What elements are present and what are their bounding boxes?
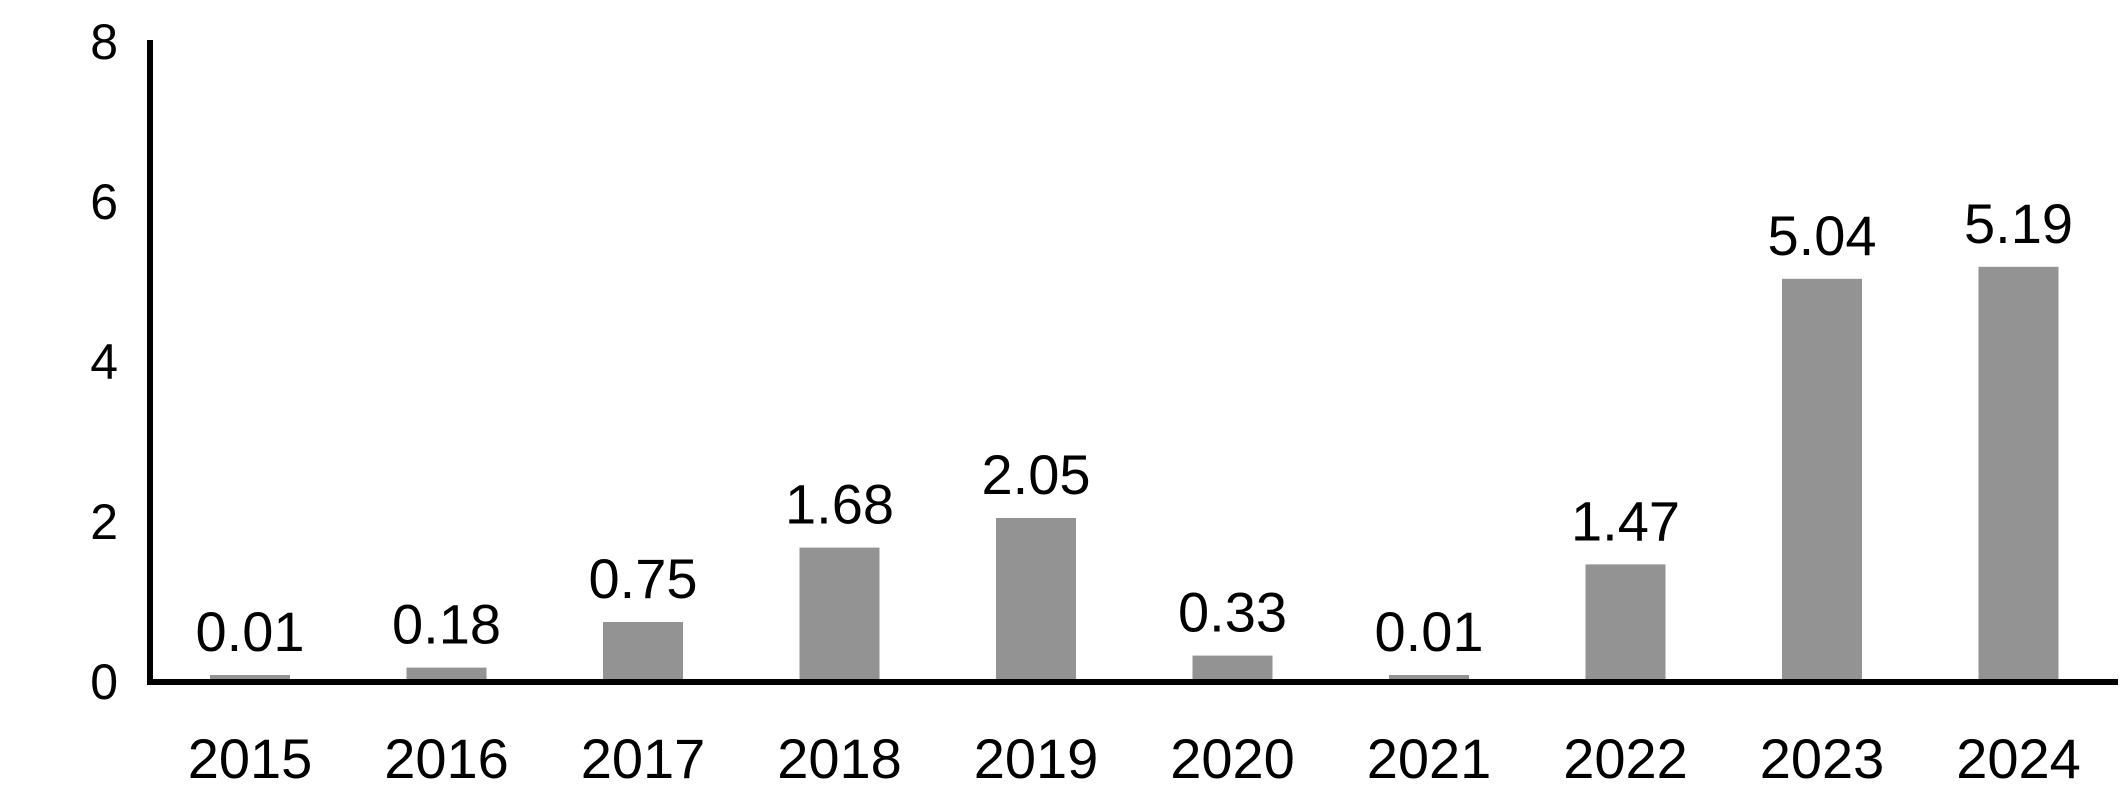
x-tick-label: 2020 <box>1170 727 1295 783</box>
bar <box>406 667 487 682</box>
y-axis-ticks: 0 2 4 6 8 <box>90 14 118 710</box>
data-label: 5.04 <box>1768 204 1877 267</box>
data-labels: 0.01 0.18 0.75 1.68 2.05 0.33 0.01 1.47 5.04 5.19 <box>196 192 2074 663</box>
data-label: 0.01 <box>196 600 305 663</box>
data-label: 0.18 <box>392 593 501 656</box>
x-tick-label: 2017 <box>581 727 706 783</box>
x-tick-label: 2023 <box>1760 727 1885 783</box>
bar <box>1782 278 1862 682</box>
x-tick-label: 2016 <box>384 727 509 783</box>
x-tick-label: 2024 <box>1956 727 2081 783</box>
bars <box>210 266 2059 682</box>
data-label: 1.47 <box>1571 489 1680 552</box>
bar <box>799 547 880 682</box>
y-tick-label: 0 <box>90 654 118 710</box>
bar <box>210 675 290 682</box>
bar <box>1978 266 2059 682</box>
data-label: 0.75 <box>589 547 698 610</box>
data-label: 2.05 <box>982 443 1091 506</box>
x-tick-label: 2021 <box>1367 727 1492 783</box>
y-tick-label: 2 <box>90 494 118 550</box>
y-tick-label: 8 <box>90 14 118 70</box>
bar <box>1585 564 1666 682</box>
x-tick-label: 2022 <box>1563 727 1688 783</box>
x-axis-labels: 2015 2016 2017 2018 2019 2020 2021 2022 2023 2024 <box>188 727 2081 788</box>
bar <box>1192 655 1273 682</box>
data-label: 1.68 <box>785 473 894 536</box>
data-label: 0.33 <box>1178 581 1287 644</box>
x-tick-label: 2015 <box>188 727 313 783</box>
x-tick-label: 2018 <box>777 727 902 783</box>
x-tick-label: 2019 <box>974 727 1099 783</box>
bar <box>1389 675 1469 682</box>
data-label: 5.19 <box>1964 192 2073 255</box>
y-tick-label: 6 <box>90 174 118 230</box>
data-label: 0.01 <box>1375 600 1484 663</box>
bar <box>996 518 1076 682</box>
bar <box>603 622 683 682</box>
y-tick-label: 4 <box>90 334 118 390</box>
